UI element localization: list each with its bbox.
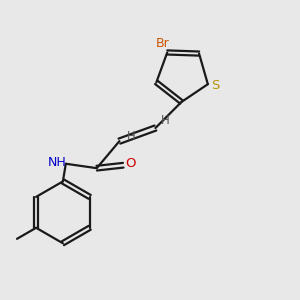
Text: H: H [127,130,136,143]
Text: H: H [161,114,170,127]
Text: NH: NH [48,156,67,169]
Text: S: S [211,79,219,92]
Text: O: O [125,157,136,170]
Text: Br: Br [156,37,170,50]
